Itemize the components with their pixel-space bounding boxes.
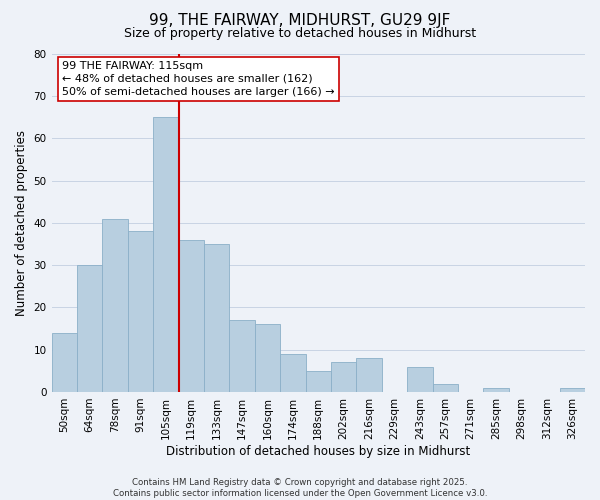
- Text: 99 THE FAIRWAY: 115sqm
← 48% of detached houses are smaller (162)
50% of semi-de: 99 THE FAIRWAY: 115sqm ← 48% of detached…: [62, 61, 335, 97]
- Bar: [560, 388, 585, 392]
- Text: Contains HM Land Registry data © Crown copyright and database right 2025.
Contai: Contains HM Land Registry data © Crown c…: [113, 478, 487, 498]
- Bar: [229, 320, 255, 392]
- Bar: [52, 333, 77, 392]
- Bar: [433, 384, 458, 392]
- Bar: [179, 240, 204, 392]
- Bar: [356, 358, 382, 392]
- Bar: [331, 362, 356, 392]
- Bar: [128, 232, 153, 392]
- X-axis label: Distribution of detached houses by size in Midhurst: Distribution of detached houses by size …: [166, 444, 470, 458]
- Bar: [103, 219, 128, 392]
- Text: 99, THE FAIRWAY, MIDHURST, GU29 9JF: 99, THE FAIRWAY, MIDHURST, GU29 9JF: [149, 12, 451, 28]
- Bar: [204, 244, 229, 392]
- Bar: [484, 388, 509, 392]
- Y-axis label: Number of detached properties: Number of detached properties: [15, 130, 28, 316]
- Bar: [153, 118, 179, 392]
- Bar: [255, 324, 280, 392]
- Bar: [77, 265, 103, 392]
- Bar: [280, 354, 305, 392]
- Bar: [305, 371, 331, 392]
- Bar: [407, 366, 433, 392]
- Text: Size of property relative to detached houses in Midhurst: Size of property relative to detached ho…: [124, 28, 476, 40]
